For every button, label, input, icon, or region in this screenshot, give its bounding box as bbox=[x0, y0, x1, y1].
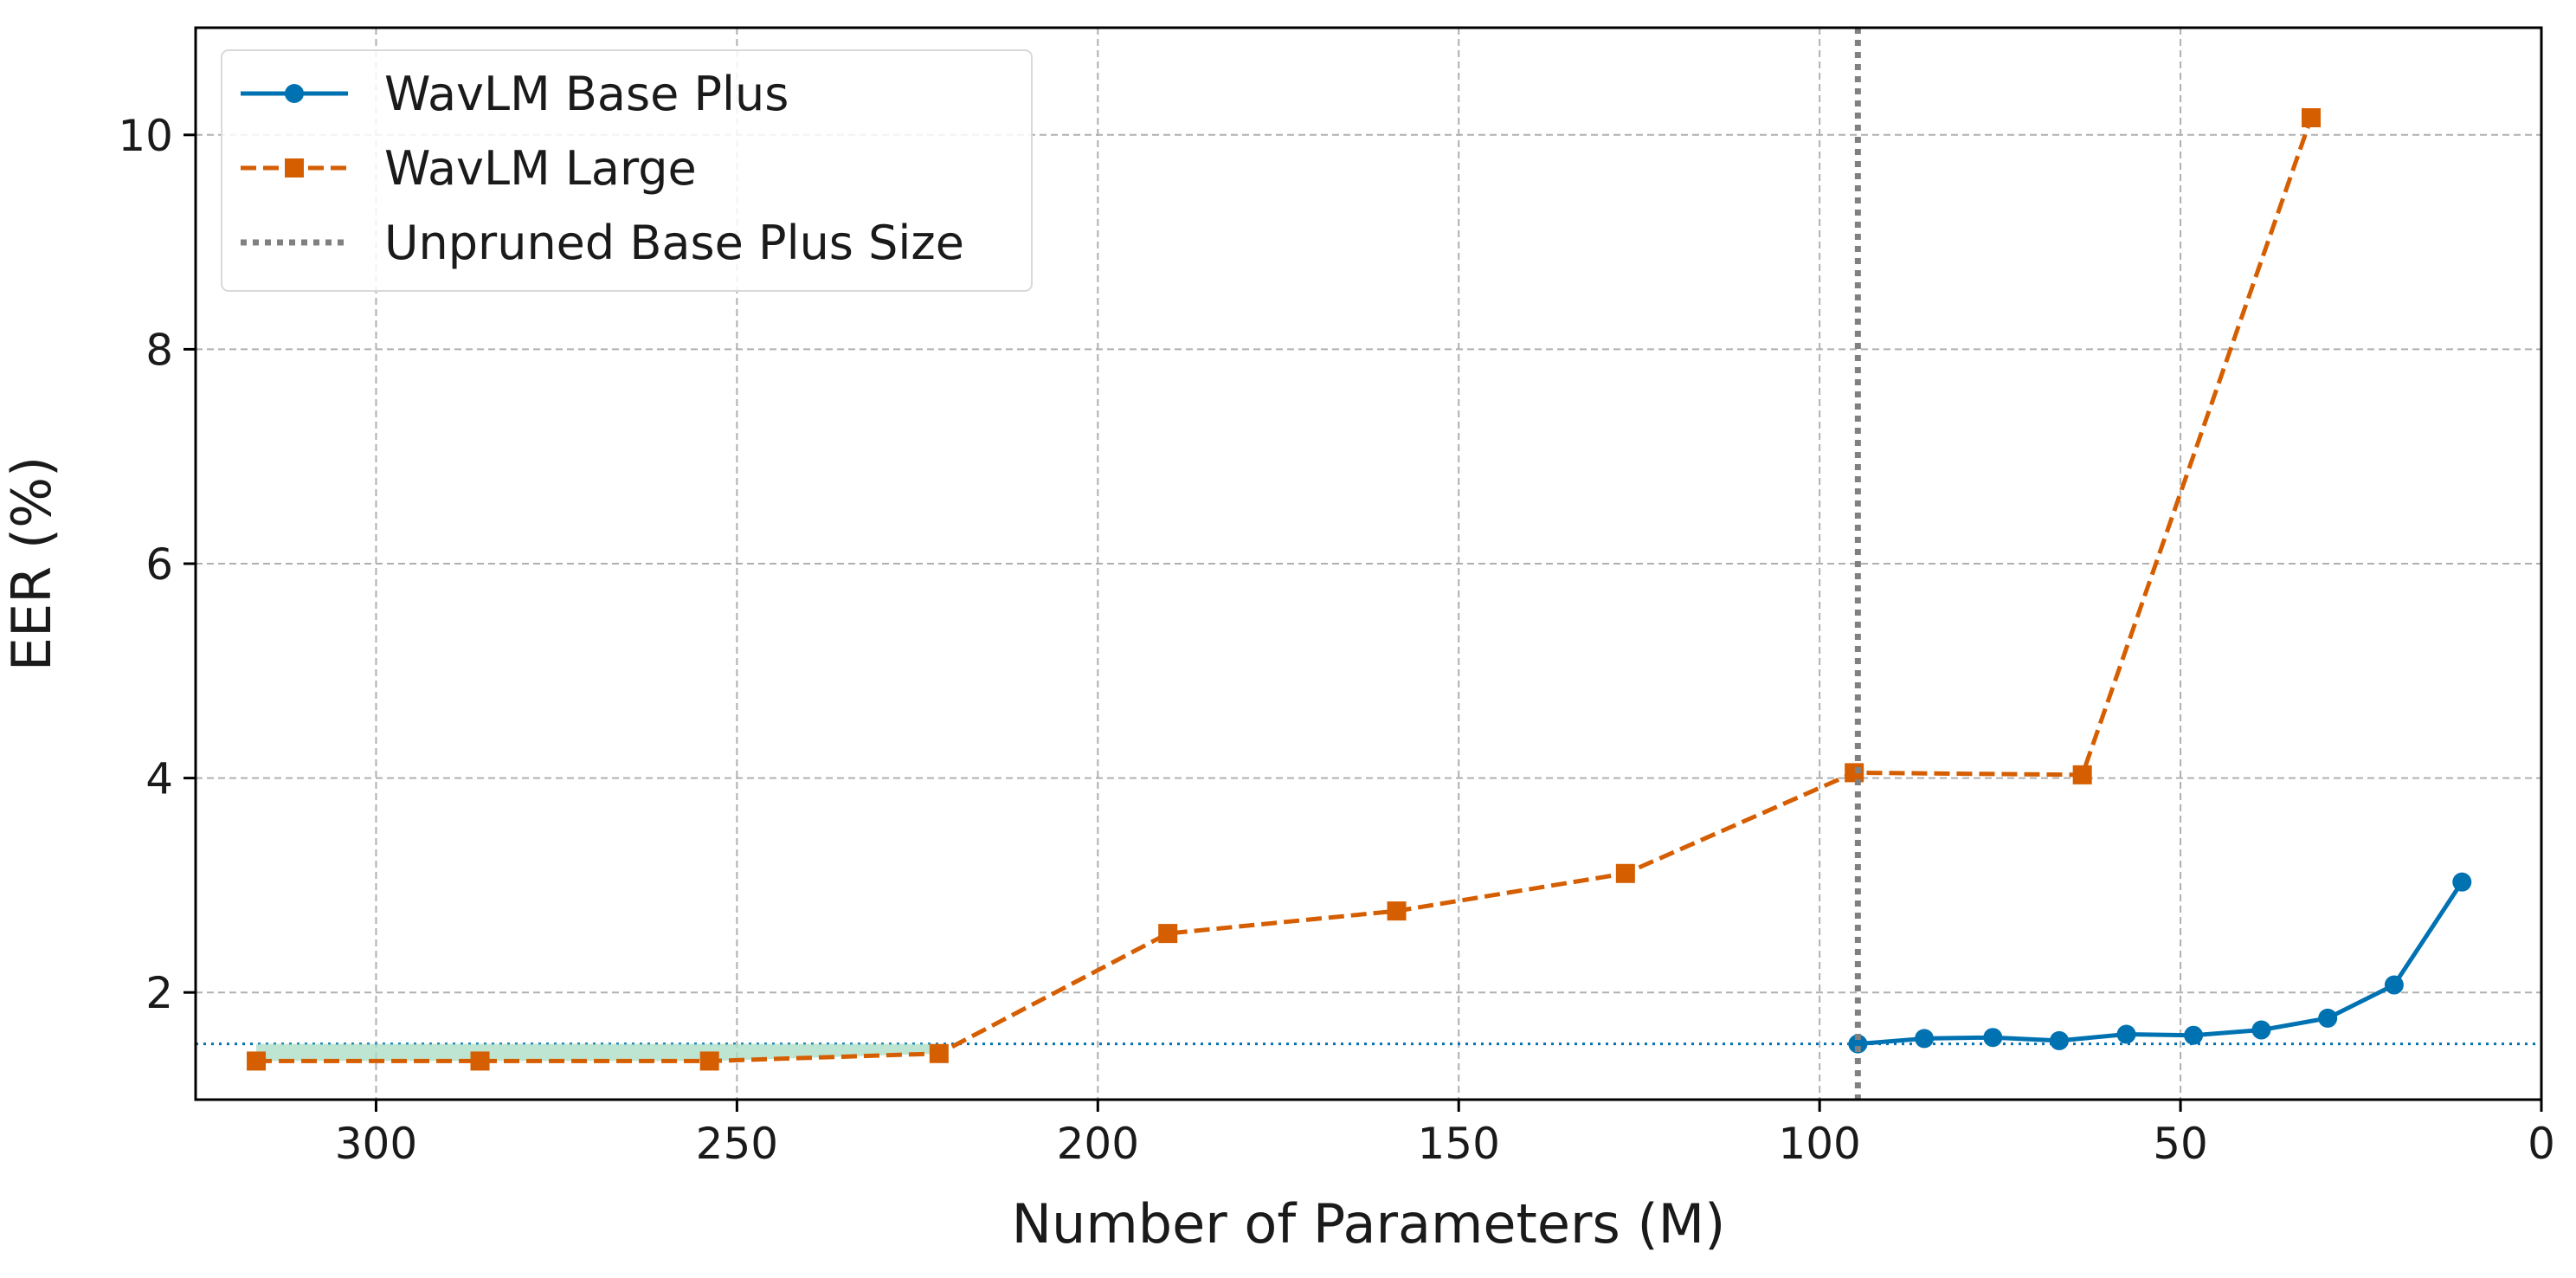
x-tick-label: 0 bbox=[2528, 1119, 2555, 1169]
legend-marker bbox=[285, 158, 304, 178]
data-point bbox=[247, 1051, 267, 1071]
grid bbox=[196, 28, 2542, 1100]
data-point bbox=[1387, 901, 1407, 921]
series-wavlm-base-plus bbox=[1848, 872, 2472, 1054]
x-tick-label: 50 bbox=[2153, 1119, 2208, 1169]
y-tick-label: 6 bbox=[145, 539, 173, 590]
annotations bbox=[196, 1042, 2541, 1062]
y-tick-label: 8 bbox=[145, 325, 173, 375]
legend-label: Unpruned Base Plus Size bbox=[384, 216, 964, 270]
data-point bbox=[1848, 1034, 1868, 1054]
data-point bbox=[1158, 924, 1178, 944]
series-wavlm-large bbox=[247, 107, 2322, 1071]
axis-ticks: 300 250 200 150 100 50 0 2 4 6 8 10 bbox=[118, 111, 2555, 1169]
data-point bbox=[2116, 1024, 2136, 1044]
data-point bbox=[2251, 1020, 2271, 1040]
series-line bbox=[1858, 881, 2464, 1047]
data-point bbox=[1845, 763, 1864, 783]
series-line bbox=[256, 117, 2314, 1063]
legend-label: WavLM Large bbox=[384, 141, 697, 196]
legend-entry: WavLM Large bbox=[241, 141, 697, 196]
data-point bbox=[699, 1051, 719, 1071]
x-tick-label: 200 bbox=[1057, 1119, 1139, 1169]
data-point bbox=[1915, 1029, 1935, 1049]
y-tick-label: 4 bbox=[145, 754, 173, 804]
data-point bbox=[2184, 1025, 2204, 1045]
data-point bbox=[929, 1043, 949, 1063]
data-point bbox=[470, 1051, 490, 1071]
data-point bbox=[2318, 1008, 2338, 1028]
x-tick-label: 100 bbox=[1778, 1119, 1860, 1169]
data-point bbox=[1615, 863, 1635, 883]
data-point bbox=[2302, 107, 2322, 127]
data-point bbox=[2072, 765, 2092, 784]
legend-entries: WavLM Base Plus WavLM Large Unpruned Base … bbox=[241, 67, 964, 270]
data-point bbox=[1983, 1028, 2003, 1048]
legend-label: WavLM Base Plus bbox=[384, 67, 789, 121]
x-tick-label: 300 bbox=[335, 1119, 417, 1169]
data-point bbox=[2384, 975, 2404, 995]
x-tick-label: 150 bbox=[1418, 1119, 1500, 1169]
legend-entry: Unpruned Base Plus Size bbox=[241, 216, 964, 270]
legend-entry: WavLM Base Plus bbox=[241, 67, 789, 121]
legend-box bbox=[221, 49, 1033, 292]
data-point bbox=[2452, 872, 2472, 892]
x-tick-label: 250 bbox=[696, 1119, 778, 1169]
y-axis-label: EER (%) bbox=[0, 456, 63, 671]
data-series bbox=[247, 28, 2472, 1100]
y-tick-label: 10 bbox=[118, 111, 173, 161]
x-axis-label: Number of Parameters (M) bbox=[1012, 1192, 1726, 1255]
y-tick-label: 2 bbox=[145, 968, 173, 1018]
shaded-region bbox=[256, 1043, 939, 1062]
legend-marker bbox=[285, 84, 304, 103]
data-point bbox=[2049, 1030, 2069, 1050]
legend: WavLM Base Plus WavLM Large Unpruned Base … bbox=[221, 49, 1033, 292]
